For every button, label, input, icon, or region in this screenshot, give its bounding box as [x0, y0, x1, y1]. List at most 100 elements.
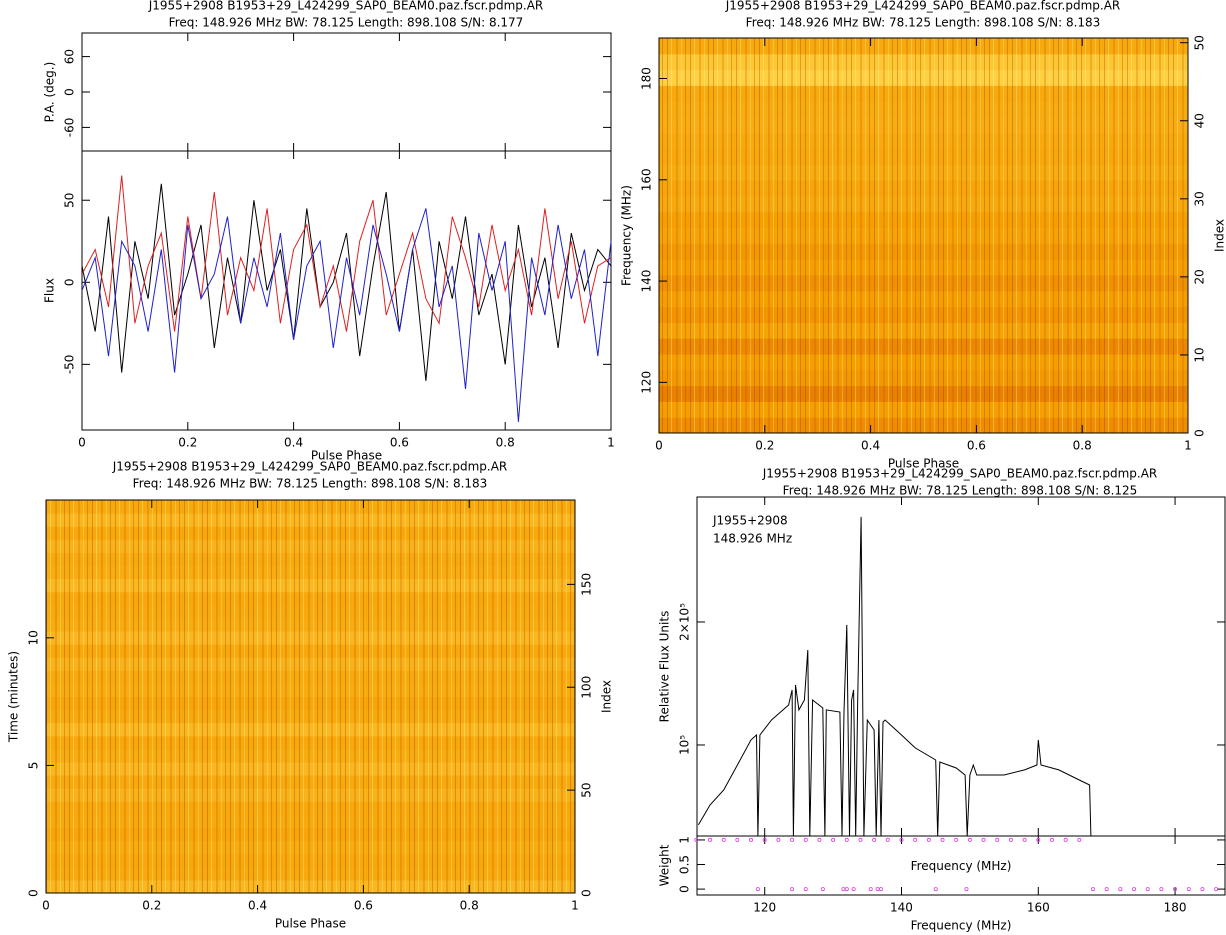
- x-axis-label: Frequency (MHz): [911, 859, 1012, 873]
- plot-frame: [81, 150, 612, 431]
- weight-point: [1173, 887, 1178, 892]
- weight-point: [749, 837, 754, 842]
- weight-point: [954, 837, 959, 842]
- x-tick-label: 0.4: [861, 439, 880, 453]
- x-tick-label: 0.2: [142, 899, 161, 913]
- x-tick-label: 0.2: [755, 439, 774, 453]
- weight-point: [735, 837, 740, 842]
- weight-point: [981, 837, 986, 842]
- y-tick-label: 0: [63, 278, 77, 286]
- weight-point: [1049, 837, 1054, 842]
- chart-title: J1955+2908 B1953+29_L424299_SAP0_BEAM0.p…: [112, 460, 508, 474]
- y2-tick-label: 50: [1193, 35, 1207, 50]
- x-tick-label: 0.4: [248, 899, 267, 913]
- y2-tick-label: 20: [1193, 269, 1207, 284]
- x-tick-label: 180: [1164, 901, 1187, 915]
- weight-point: [913, 837, 918, 842]
- x-tick-label: 0.2: [178, 436, 197, 450]
- y2-tick-label: 0: [1193, 429, 1207, 437]
- y-axis-label: Relative Flux Units: [658, 611, 672, 723]
- weight-point: [899, 837, 904, 842]
- weight-point: [762, 837, 767, 842]
- weight-point: [964, 887, 969, 892]
- chart-subtitle: Freq: 148.926 MHz BW: 78.125 Length: 898…: [783, 484, 1138, 498]
- plot-frame: [81, 32, 612, 152]
- chart-subtitle: Freq: 148.926 MHz BW: 78.125 Length: 898…: [746, 16, 1101, 30]
- weight-point: [820, 887, 825, 892]
- y-tick-label: 60: [63, 49, 77, 64]
- y-axis-label: Frequency (MHz): [620, 185, 634, 286]
- weight-point: [851, 887, 856, 892]
- weight-point: [776, 837, 781, 842]
- weight-point: [1104, 887, 1109, 892]
- y-tick-label: 0: [678, 885, 692, 893]
- y-tick-label: -60: [63, 118, 77, 138]
- annotation: 148.926 MHz: [713, 532, 792, 546]
- y-tick-label: 50: [63, 193, 77, 208]
- weight-point: [817, 837, 822, 842]
- weight-point: [790, 837, 795, 842]
- chart-subtitle: Freq: 148.926 MHz BW: 78.125 Length: 898…: [133, 477, 488, 491]
- weight-point: [1008, 837, 1013, 842]
- x-axis-label: Pulse Phase: [275, 917, 346, 931]
- weight-point: [1022, 837, 1027, 842]
- y-tick-label: 10: [27, 630, 41, 645]
- x-tick-label: 0.8: [1073, 439, 1092, 453]
- x-axis-label: Pulse Phase: [888, 457, 959, 471]
- weight-point: [790, 887, 795, 892]
- weight-point: [844, 837, 849, 842]
- x-tick-label: 0.6: [354, 899, 373, 913]
- heatmap-texture: [659, 38, 1188, 433]
- y2-tick-label: 150: [580, 573, 594, 596]
- x-tick-label: 0.8: [496, 436, 515, 450]
- x-tick-label: 140: [890, 901, 913, 915]
- plot-frame: [658, 37, 1189, 434]
- y-tick-label: 140: [640, 270, 654, 293]
- weight-point: [933, 887, 938, 892]
- x-tick-label: 0: [78, 436, 86, 450]
- weight-point: [844, 887, 849, 892]
- x-tick-label: 120: [753, 901, 776, 915]
- y-axis-label: P.A. (deg.): [43, 62, 57, 123]
- x-tick-label: 0.8: [460, 899, 479, 913]
- y-tick-label: 10⁵: [678, 735, 692, 755]
- y-axis-label: Time (minutes): [7, 651, 21, 743]
- chart-title: J1955+2908 B1953+29_L424299_SAP0_BEAM0.p…: [148, 0, 544, 13]
- series-line: [697, 516, 1092, 837]
- x-tick-label: 0.4: [284, 436, 303, 450]
- weight-point: [755, 887, 760, 892]
- y-tick-label: 180: [640, 67, 654, 90]
- weight-point: [1063, 837, 1068, 842]
- x-tick-label: 160: [1027, 901, 1050, 915]
- y-tick-label: 1: [678, 836, 692, 844]
- y-axis-label: Weight: [658, 844, 672, 886]
- weight-point: [803, 837, 808, 842]
- weight-point: [1091, 887, 1096, 892]
- weight-point: [1036, 837, 1041, 842]
- chart-title: J1955+2908 B1953+29_L424299_SAP0_BEAM0.p…: [762, 467, 1158, 481]
- y-tick-label: 0: [27, 889, 41, 897]
- plot-frame: [696, 835, 1226, 896]
- annotation: J1955+2908: [712, 514, 788, 528]
- weight-point: [1118, 887, 1123, 892]
- weight-point: [1145, 887, 1150, 892]
- weight-point: [885, 837, 890, 842]
- weight-point: [875, 887, 880, 892]
- weight-point: [926, 837, 931, 842]
- x-tick-label: 1: [1184, 439, 1192, 453]
- weight-point: [868, 887, 873, 892]
- weight-point: [803, 887, 808, 892]
- y2-tick-label: 50: [580, 782, 594, 797]
- x-tick-label: 0: [655, 439, 663, 453]
- series-line: [81, 183, 612, 381]
- y2-axis-label: Index: [1213, 219, 1226, 252]
- weight-point: [1132, 887, 1137, 892]
- chart-title: J1955+2908 B1953+29_L424299_SAP0_BEAM0.p…: [725, 0, 1121, 13]
- x-tick-label: 0: [42, 899, 50, 913]
- x-tick-label: 1: [571, 899, 579, 913]
- x-tick-label: 0.6: [390, 436, 409, 450]
- y2-tick-label: 100: [580, 676, 594, 699]
- y-axis-label: Flux: [43, 278, 57, 303]
- heatmap-texture: [46, 500, 575, 893]
- weight-point: [1200, 887, 1205, 892]
